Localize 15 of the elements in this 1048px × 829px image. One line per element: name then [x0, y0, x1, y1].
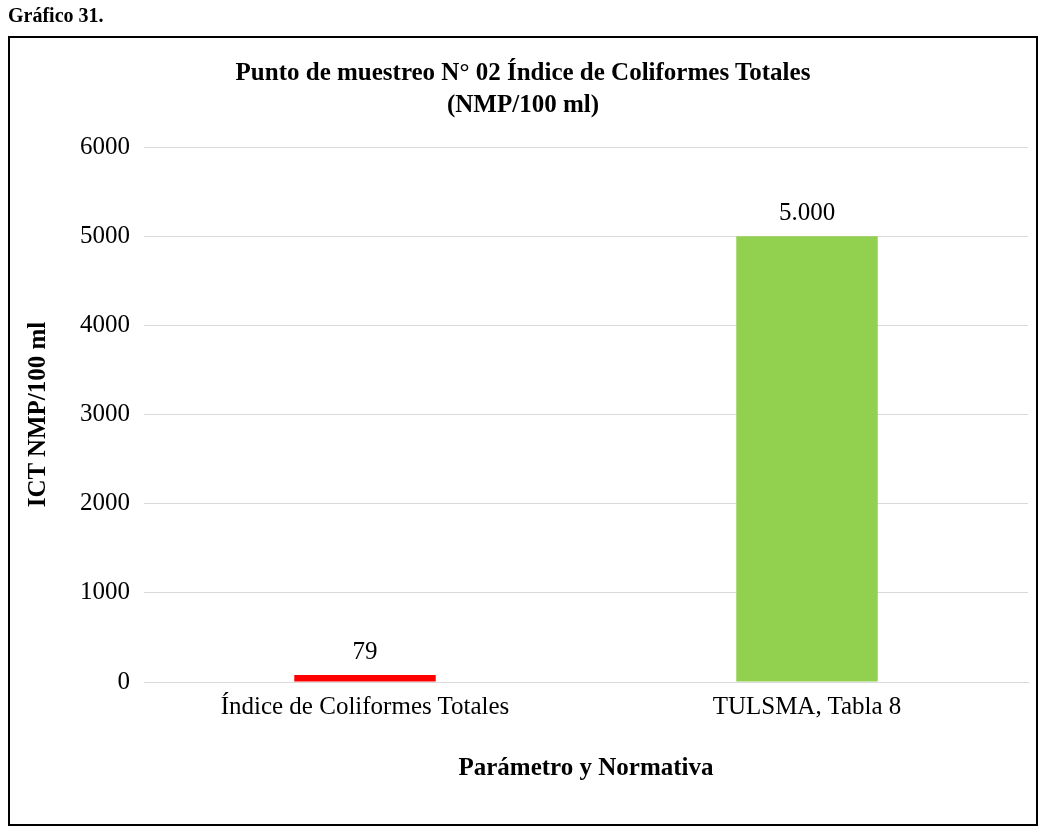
- y-tick-label: 5000: [80, 220, 130, 248]
- x-axis-title: Parámetro y Normativa: [458, 753, 714, 781]
- chart-title: Punto de muestreo N° 02 Índice de Coliformes Totales (NMP/100 ml): [234, 57, 812, 120]
- data-label: 5.000: [778, 198, 836, 226]
- y-tick-label: 1000: [80, 577, 130, 605]
- x-tick-label: TULSMA, Tabla 8: [712, 691, 902, 719]
- y-tick-label: 2000: [80, 488, 130, 516]
- data-label: 79: [352, 637, 378, 665]
- y-tick-label: 4000: [80, 309, 130, 337]
- y-tick-label: 6000: [80, 131, 130, 159]
- y-axis-title: ICT NMP/100 ml: [23, 321, 51, 508]
- text: Gráfico 31.: [8, 4, 104, 27]
- y-tick-label: 0: [117, 666, 130, 694]
- y-tick-label: 3000: [80, 399, 130, 427]
- x-tick-label: Índice de Coliformes Totales: [220, 691, 510, 719]
